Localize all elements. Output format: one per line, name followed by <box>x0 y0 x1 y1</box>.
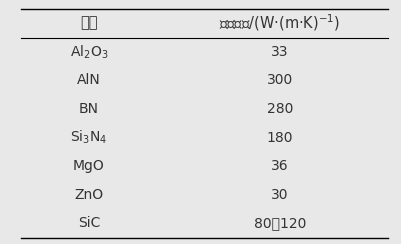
Text: 300: 300 <box>267 73 293 88</box>
Text: SiC: SiC <box>78 216 100 231</box>
Text: 36: 36 <box>271 159 289 173</box>
Text: BN: BN <box>79 102 99 116</box>
Text: Al$_2$O$_3$: Al$_2$O$_3$ <box>70 43 108 61</box>
Text: 280: 280 <box>267 102 294 116</box>
Text: 80～120: 80～120 <box>254 216 306 231</box>
Text: MgO: MgO <box>73 159 105 173</box>
Text: 180: 180 <box>267 131 294 145</box>
Text: ZnO: ZnO <box>75 188 103 202</box>
Text: 材料: 材料 <box>80 16 98 30</box>
Text: 导热系数/(W·(m·K)$^{-1}$): 导热系数/(W·(m·K)$^{-1}$) <box>219 13 341 33</box>
Text: Si$_3$N$_4$: Si$_3$N$_4$ <box>70 129 108 146</box>
Text: 33: 33 <box>271 45 289 59</box>
Text: 30: 30 <box>271 188 289 202</box>
Text: AlN: AlN <box>77 73 101 88</box>
